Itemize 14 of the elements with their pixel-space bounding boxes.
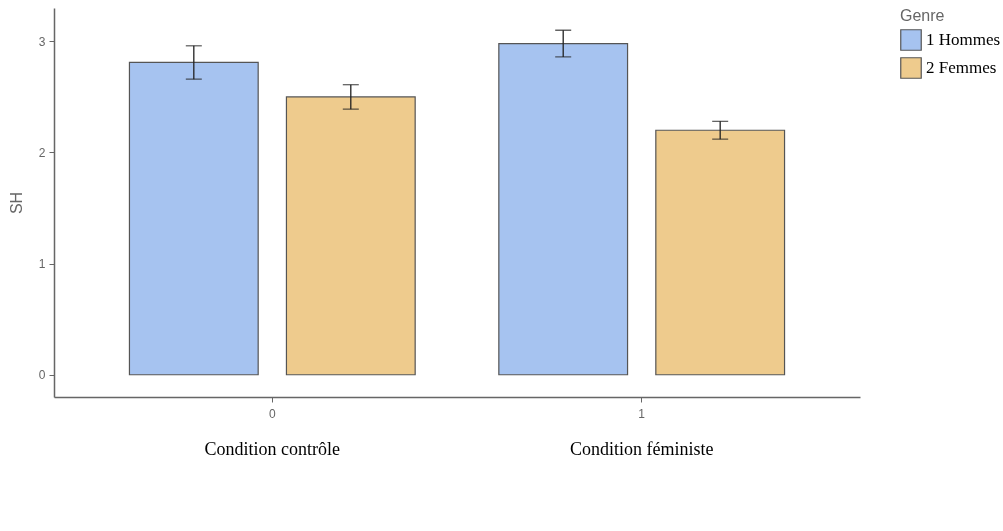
bar xyxy=(655,129,786,376)
bar xyxy=(285,96,416,376)
bar xyxy=(128,61,259,376)
y-axis-title: SH xyxy=(7,191,25,215)
legend-label: 2 Femmes xyxy=(926,58,997,77)
y-tick-label: 2 xyxy=(38,145,46,160)
text: Condition contrôle xyxy=(204,439,341,459)
y-tick-label: 0 xyxy=(38,368,46,383)
y-tick-label: 1 xyxy=(38,257,46,272)
legend-title: Genre xyxy=(900,7,945,24)
bar xyxy=(498,42,629,376)
legend-label: 1 Hommes xyxy=(926,30,1001,49)
text: Condition féministe xyxy=(569,439,714,459)
y-tick-label: 3 xyxy=(38,34,46,49)
